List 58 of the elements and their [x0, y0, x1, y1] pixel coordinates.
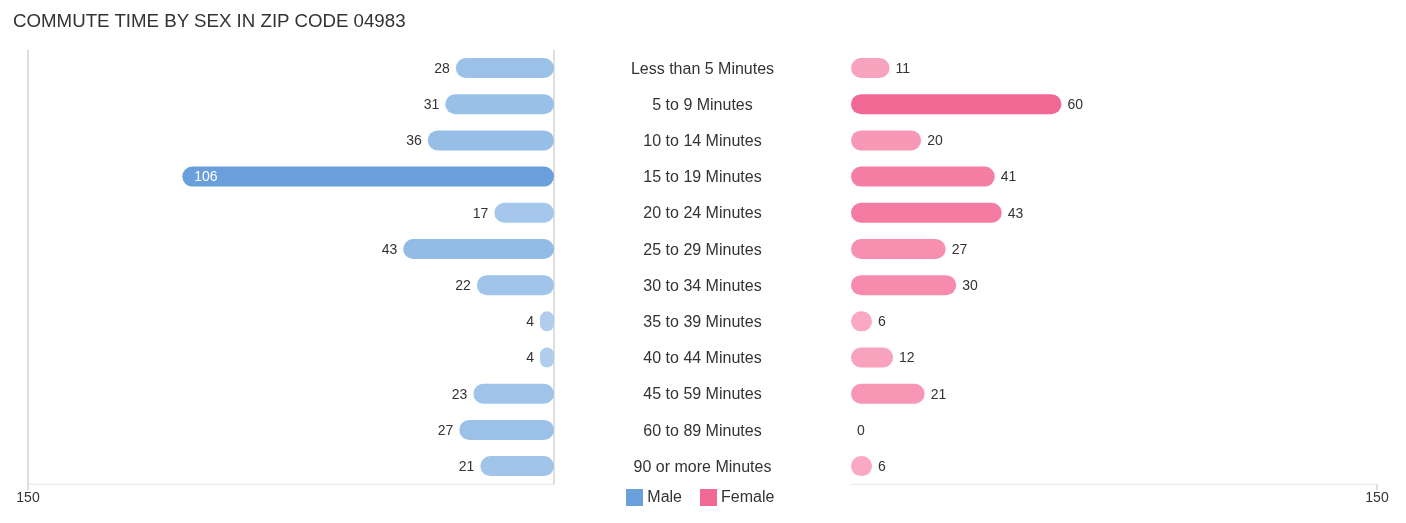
- y-tick-label: 5 to 9 Minutes: [652, 95, 753, 113]
- bar: [473, 383, 554, 404]
- data-label: 6: [878, 313, 887, 330]
- y-tick-label: 30 to 34 Minutes: [643, 276, 762, 294]
- bar: [494, 202, 554, 223]
- data-label: 30: [962, 277, 978, 294]
- data-label: 6: [878, 458, 887, 475]
- bar: [851, 238, 946, 259]
- bar: [427, 130, 554, 151]
- data-label: 23: [451, 385, 468, 402]
- bar: [851, 383, 925, 404]
- data-label: 60: [1067, 96, 1084, 113]
- data-label: 17: [472, 204, 489, 221]
- y-tick-label: 25 to 29 Minutes: [643, 240, 762, 258]
- data-label: 31: [423, 96, 440, 113]
- bar: [851, 202, 1002, 223]
- data-label: 43: [381, 240, 398, 257]
- y-tick-label: 60 to 89 Minutes: [643, 421, 762, 439]
- data-label: 28: [434, 59, 451, 76]
- data-label: 4: [526, 313, 535, 330]
- bar: [480, 456, 554, 477]
- bar: [445, 94, 554, 115]
- y-tick-label: 90 or more Minutes: [633, 457, 772, 475]
- bar: [459, 419, 554, 440]
- bar: [851, 94, 1062, 115]
- data-label: 27: [951, 240, 968, 257]
- legend-label: Male: [647, 488, 682, 505]
- data-label: 20: [927, 132, 943, 149]
- y-tick-label: 10 to 14 Minutes: [643, 132, 762, 150]
- data-label: 36: [406, 132, 422, 149]
- data-label: 4: [526, 349, 535, 366]
- bar: [403, 238, 554, 259]
- bar: [476, 275, 554, 296]
- data-label: 41: [1000, 168, 1017, 185]
- data-label: 43: [1007, 204, 1024, 221]
- chart-title: COMMUTE TIME BY SEX IN ZIP CODE 04983: [13, 10, 406, 32]
- x-tick-label: 150: [1365, 489, 1389, 506]
- data-label: 12: [899, 349, 915, 366]
- legend-label: Female: [721, 488, 775, 505]
- bar: [455, 58, 554, 78]
- bar: [851, 275, 957, 296]
- data-label: 21: [458, 458, 475, 475]
- data-label: 106: [194, 168, 218, 185]
- y-tick-label: 20 to 24 Minutes: [643, 204, 762, 222]
- data-label: 27: [437, 421, 454, 438]
- data-label: 0: [857, 421, 865, 438]
- bar: [851, 130, 922, 151]
- bar: [182, 166, 554, 187]
- y-tick-label: Less than 5 Minutes: [630, 59, 775, 77]
- y-tick-label: 45 to 59 Minutes: [643, 385, 762, 403]
- bar: [851, 166, 995, 187]
- data-label: 11: [895, 59, 911, 76]
- data-label: 21: [930, 385, 947, 402]
- y-tick-label: 35 to 39 Minutes: [643, 313, 762, 331]
- y-tick-label: 40 to 44 Minutes: [643, 349, 762, 367]
- y-tick-label: 15 to 19 Minutes: [643, 168, 762, 186]
- x-tick-label: 150: [16, 489, 40, 506]
- data-label: 22: [455, 277, 472, 294]
